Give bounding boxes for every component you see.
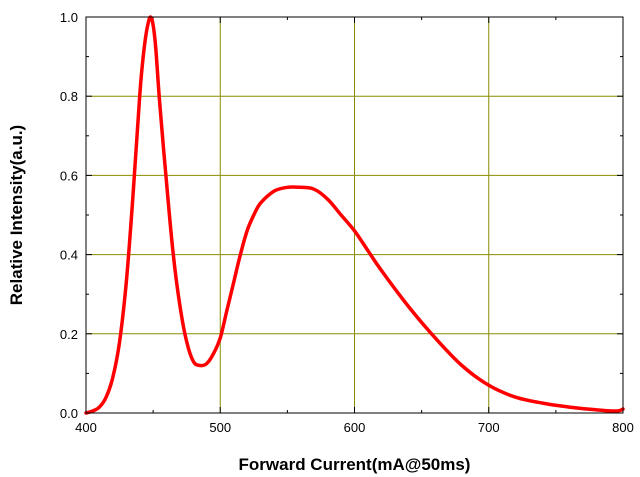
axis-ticks — [85, 16, 624, 414]
x-axis-title: Forward Current(mA@50ms) — [239, 455, 471, 474]
y-axis-title: Relative Intensity(a.u.) — [7, 125, 26, 305]
grid — [86, 17, 623, 413]
series-line — [84, 15, 625, 415]
plot-frame — [85, 16, 624, 414]
x-tick-label: 600 — [344, 420, 366, 435]
x-tick-label: 700 — [478, 420, 500, 435]
y-tick-label: 0.0 — [60, 406, 78, 421]
y-tick-label: 0.2 — [60, 327, 78, 342]
tick-labels: 400 500 600 700 800 0.0 0.2 0.4 0.6 0.8 1.0 — [60, 10, 634, 435]
y-tick-label: 0.6 — [60, 168, 78, 183]
y-tick-label: 0.8 — [60, 89, 78, 104]
y-tick-label: 0.4 — [60, 248, 78, 263]
y-tick-label: 1.0 — [60, 10, 78, 25]
x-tick-label: 400 — [75, 420, 97, 435]
x-tick-label: 800 — [612, 420, 634, 435]
x-tick-label: 500 — [209, 420, 231, 435]
